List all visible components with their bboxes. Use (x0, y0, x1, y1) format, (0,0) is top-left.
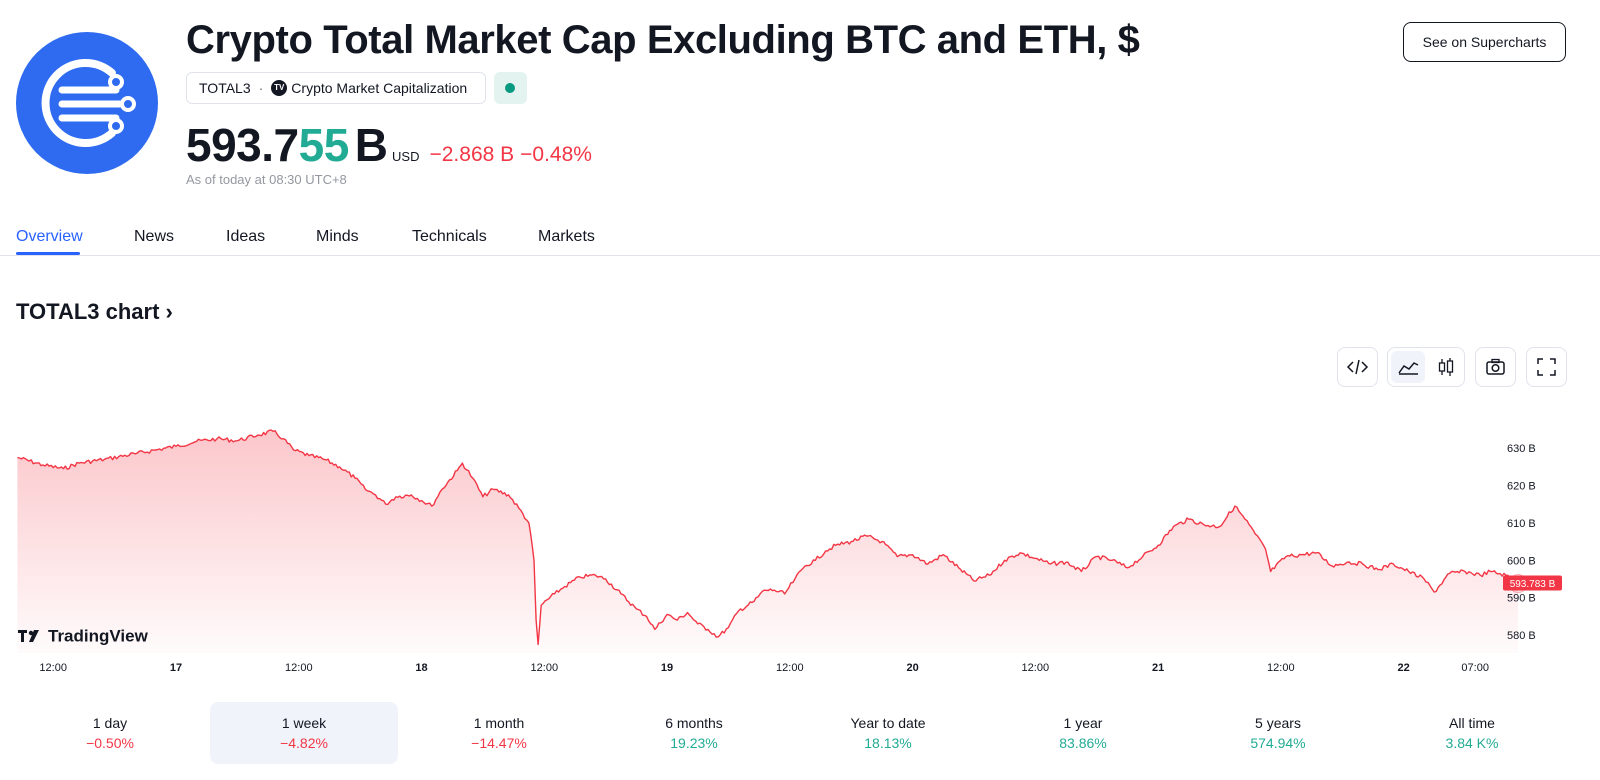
code-icon (1346, 359, 1369, 375)
fullscreen-button[interactable] (1526, 347, 1567, 387)
tab-ideas[interactable]: Ideas (226, 228, 266, 245)
last-value-label: 593.783 B (1510, 579, 1556, 590)
x-axis-tick-label: 17 (170, 662, 182, 674)
section-tabs: Overview News Ideas Minds Technicals Mar… (0, 218, 1600, 256)
period-change: 19.23% (670, 735, 718, 751)
x-axis-tick-label: 22 (1397, 662, 1409, 674)
y-axis-tick-label: 600 B (1507, 555, 1536, 567)
period-1-week[interactable]: 1 week −4.82% (210, 702, 398, 764)
candles-icon (1438, 358, 1454, 376)
x-axis-tick-label: 12:00 (531, 662, 559, 674)
tab-overview[interactable]: Overview (16, 228, 83, 245)
separator-dot: · (258, 80, 264, 96)
period-label: Year to date (850, 715, 926, 731)
period-label: 5 years (1255, 715, 1301, 731)
y-axis-tick-label: 580 B (1507, 630, 1536, 642)
period-label: 6 months (665, 715, 723, 731)
embed-code-button[interactable] (1337, 347, 1378, 387)
x-axis-tick-label: 12:00 (776, 662, 804, 674)
as-of-timestamp: As of today at 08:30 UTC+8 (186, 172, 347, 187)
see-on-supercharts-button[interactable]: See on Supercharts (1403, 22, 1566, 62)
market-open-dot-icon (505, 83, 515, 93)
price-main: 593.7 (186, 119, 299, 171)
period-change: −14.47% (471, 735, 527, 751)
price-display: 593.755 B USD −2.868 B −0.48% (186, 118, 592, 171)
x-axis-tick-label: 18 (415, 662, 427, 674)
period-change: 18.13% (864, 735, 912, 751)
y-axis-tick-label: 630 B (1507, 443, 1536, 455)
y-axis-tick-label: 610 B (1507, 518, 1536, 530)
tradingview-watermark: TradingView (18, 627, 149, 646)
period-label: All time (1449, 715, 1495, 731)
page-title: Crypto Total Market Cap Excluding BTC an… (186, 18, 1140, 62)
price-line (17, 429, 1519, 646)
period-1-year[interactable]: 1 year 83.86% (989, 702, 1177, 764)
candles-style-button[interactable] (1429, 351, 1463, 383)
chart-heading-text: TOTAL3 chart (16, 299, 160, 324)
area-chart-icon (1398, 362, 1419, 375)
period-1-month[interactable]: 1 month −14.47% (405, 702, 593, 764)
period-change: 574.94% (1250, 735, 1306, 751)
fullscreen-icon (1537, 358, 1556, 376)
chevron-right-icon: › (159, 299, 173, 324)
price-area-fill (17, 430, 1519, 653)
period-performance: 1 day −0.50% 1 week −4.82% 1 month −14.4… (0, 702, 1600, 764)
source-name: Crypto Market Capitalization (291, 80, 468, 96)
y-axis-tick-label: 590 B (1507, 593, 1536, 605)
x-axis-tick-label: 12:00 (285, 662, 313, 674)
period-all-time[interactable]: All time 3.84 K% (1378, 702, 1566, 764)
price-currency: USD (392, 149, 420, 164)
symbol-ticker: TOTAL3 (199, 80, 251, 96)
last-value-badge (1503, 575, 1562, 591)
period-1-day[interactable]: 1 day −0.50% (16, 702, 204, 764)
area-style-button[interactable] (1391, 351, 1425, 383)
symbol-logo (16, 32, 158, 174)
market-cap-logo-icon (41, 59, 136, 147)
period-change: 83.86% (1059, 735, 1107, 751)
tab-news[interactable]: News (134, 228, 175, 245)
period-5-years[interactable]: 5 years 574.94% (1184, 702, 1372, 764)
price-chart[interactable]: 630 B 620 B 610 B 600 B 590 B 580 B 12:00 17 12… (0, 395, 1600, 685)
tradingview-wordmark: TradingView (48, 627, 149, 646)
period-change: 3.84 K% (1445, 735, 1499, 751)
period-label: 1 month (473, 715, 525, 731)
price-highlight-digits: 55 (298, 119, 350, 171)
source-logo-icon: TV (271, 80, 288, 96)
symbol-chip[interactable]: TOTAL3 · TV Crypto Market Capitalization (186, 72, 486, 104)
tab-markets[interactable]: Markets (538, 228, 595, 245)
x-axis-tick-label: 12:00 (1022, 662, 1050, 674)
camera-icon (1486, 358, 1505, 375)
y-axis-tick-label: 620 B (1507, 481, 1536, 493)
period-6-months[interactable]: 6 months 19.23% (600, 702, 788, 764)
active-tab-indicator (16, 252, 80, 255)
snapshot-button[interactable] (1475, 347, 1516, 387)
period-label: 1 week (281, 715, 327, 731)
x-axis-tick-label: 12:00 (39, 662, 67, 674)
period-change: −4.82% (280, 735, 328, 751)
market-status-indicator[interactable] (494, 72, 527, 104)
price-change: −2.868 B (429, 143, 515, 166)
x-axis-tick-label: 19 (661, 662, 673, 674)
period-change: −0.50% (86, 735, 134, 751)
chart-heading-link[interactable]: TOTAL3 chart › (16, 299, 173, 325)
x-axis-tick-label: 21 (1152, 662, 1164, 674)
x-axis-tick-label: 07:00 (1461, 662, 1489, 674)
price-unit: B (354, 119, 389, 171)
price-change-percent: −0.48% (520, 143, 592, 166)
tab-technicals[interactable]: Technicals (412, 228, 487, 245)
chart-style-switcher (1387, 347, 1465, 387)
tab-minds[interactable]: Minds (316, 228, 359, 245)
x-axis-tick-label: 20 (906, 662, 918, 674)
period-label: 1 year (1063, 715, 1103, 731)
period-label: 1 day (92, 715, 128, 731)
x-axis-tick-label: 12:00 (1267, 662, 1295, 674)
period-year-to-date[interactable]: Year to date 18.13% (794, 702, 982, 764)
